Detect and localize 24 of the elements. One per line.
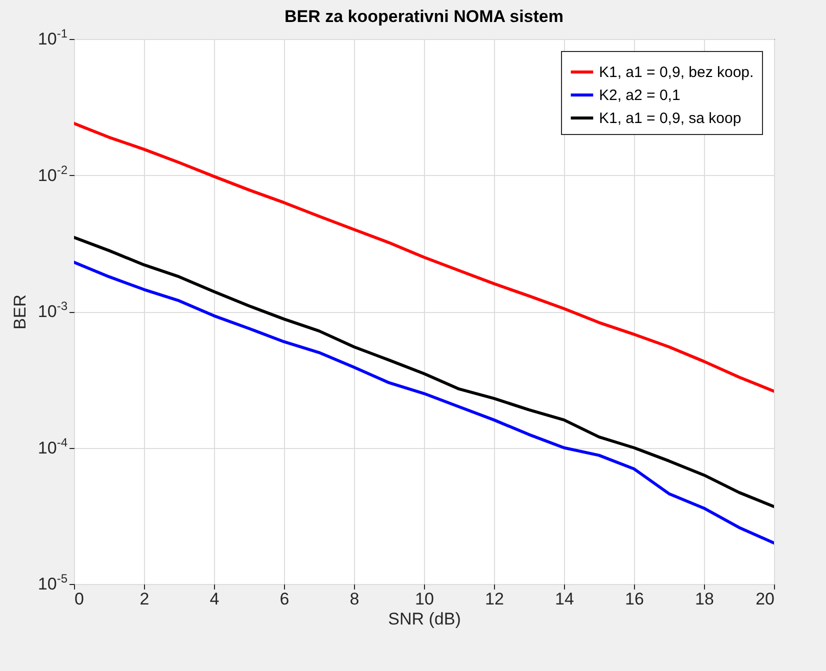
legend-label: K1, a1 = 0,9, bez koop.	[599, 64, 754, 81]
x-tick-label: 20	[756, 590, 774, 608]
x-tick-label: 0	[74, 590, 84, 608]
x-tick-label: 2	[140, 590, 150, 608]
y-tick-label: 10$^{-2}$	[38, 162, 68, 185]
x-tick-label: 14	[555, 590, 574, 608]
y-tick-label: 10$^{-3}$	[38, 299, 68, 321]
legend-label: K2, a2 = 0,1	[599, 87, 680, 104]
line-series	[74, 260, 774, 544]
legend-label: K1, a1 = 0,9, sa koop	[599, 110, 742, 127]
x-tick-label: 12	[485, 590, 504, 608]
y-axis-title: BER	[10, 294, 30, 330]
x-tick-label: 4	[210, 590, 220, 608]
y-tick-label: 10$^{-5}$	[38, 572, 68, 594]
x-tick-label: 18	[695, 590, 714, 608]
y-tick-label: 10$^{-1}$	[38, 26, 68, 48]
x-tick-label: 10	[415, 590, 434, 608]
x-tick-label: 6	[280, 590, 290, 608]
chart-title: BER za kooperativni NOMA sistem	[284, 7, 564, 26]
y-tick-label: 10$^{-4}$	[38, 435, 68, 458]
x-axis-title: SNR (dB)	[388, 610, 461, 628]
line-series	[74, 236, 774, 508]
x-tick-label: 16	[625, 590, 644, 608]
x-tick-label: 8	[350, 590, 360, 608]
